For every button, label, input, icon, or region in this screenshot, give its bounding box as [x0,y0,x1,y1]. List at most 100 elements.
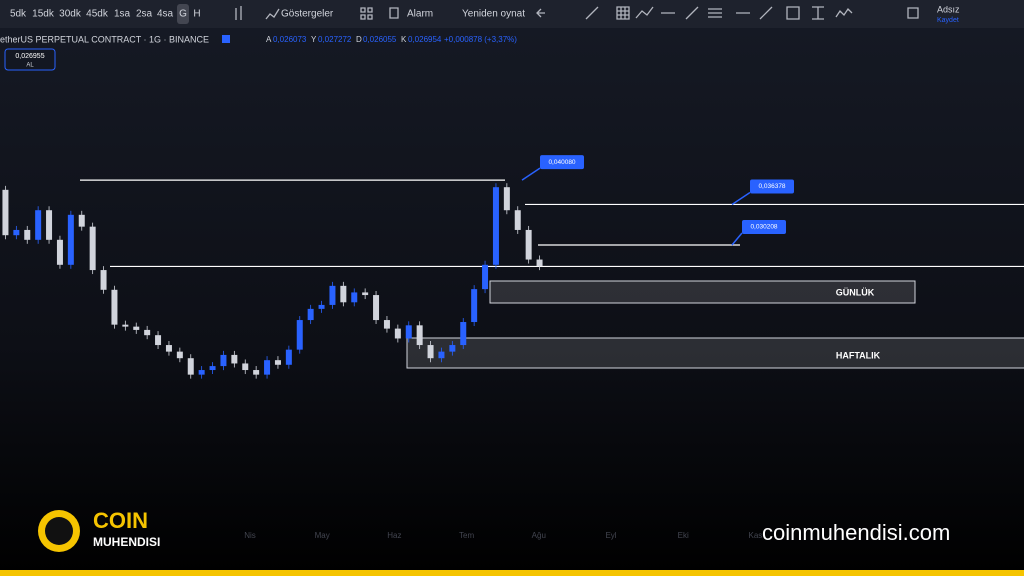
zone-label: GÜNLÜK [836,287,875,297]
x-axis-label: Haz [387,531,401,540]
brand: COIN MUHENDISI coinmuhendisi.com [38,508,950,552]
ohlc-key: A [266,35,272,44]
candle [514,210,521,230]
candle [89,226,96,271]
candle [438,351,445,359]
ohlc-value: 0,027272 [318,35,352,44]
candle [209,366,216,371]
symbol-title: etherUS PERPETUAL CONTRACT · 1G · BINANC… [0,34,209,44]
toolbar [0,0,1024,28]
candle [176,351,183,359]
level-box [750,179,794,194]
interval-button[interactable]: 5dk [10,9,27,20]
candle [340,285,347,303]
layout-name[interactable]: Adsız [937,4,960,14]
candle [2,189,9,236]
ohlc-key: Y [311,35,317,44]
candle [427,345,434,359]
candle [253,370,260,375]
replay-button[interactable]: Yeniden oynat [462,9,525,20]
candle [362,292,369,296]
interval-button[interactable]: H [193,9,200,20]
candle [111,289,118,325]
candle [274,360,281,365]
candle [144,329,151,336]
x-axis-label: Nis [244,531,256,540]
ohlc-value: 0,026073 [273,35,307,44]
candle [492,187,499,265]
x-axis-label: Tem [459,531,474,540]
candle [383,320,390,329]
zone-label: HAFTALIK [836,350,881,360]
drawing-tools[interactable] [235,6,919,20]
indicators-button[interactable]: Göstergeler [281,9,334,20]
candle [394,328,401,339]
level-label: 0,036378 [758,183,785,190]
alarm-button[interactable]: Alarm [407,9,433,20]
site-url: coinmuhendisi.com [762,520,950,545]
candle [351,292,358,303]
candle [46,210,53,240]
candle [307,308,314,321]
candle [35,210,42,240]
logo-inner [45,517,73,545]
interval-button[interactable]: 30dk [59,9,82,20]
x-axis-label: Eki [678,531,689,540]
candle [405,325,412,339]
candle [13,229,20,236]
candle [285,349,292,365]
candle [449,345,456,352]
candle [78,214,85,227]
save-button[interactable]: Kaydet [937,17,959,24]
current-price-label: 0,026955 [15,53,44,60]
ohlc-key: K [401,35,407,44]
callout-line [731,191,751,206]
candle [56,239,63,265]
candle [24,229,31,240]
candle [165,345,172,352]
bottom-bar [0,570,1024,576]
current-price-note: AL [26,63,34,69]
candle [133,326,140,330]
candle [503,187,510,211]
interval-button[interactable]: G [179,9,187,20]
ohlc-change: +0,000878 (+3,37%) [444,35,517,44]
candle [155,335,162,346]
brand-sub: MUHENDISI [93,535,160,549]
active-interval [177,4,189,24]
current-price-box [4,48,56,71]
interval-button[interactable]: 4sa [157,9,174,20]
interval-button[interactable]: 1sa [114,9,131,20]
interval-button[interactable]: 15dk [32,9,55,20]
level-box [540,155,584,170]
ohlc-value: 0,026954 [408,35,442,44]
candle [198,370,205,375]
level-label: 0,040080 [548,159,575,166]
candle [187,358,194,375]
zone [489,280,916,304]
candle [525,229,532,260]
interval-button[interactable]: 45dk [86,9,109,20]
candle [100,270,107,290]
candle [460,322,467,346]
x-axis-label: Ağu [532,531,546,540]
callout-line [521,167,541,181]
ohlc-key: D [356,35,362,44]
candle [373,295,380,321]
candle [296,320,303,350]
level-label: 0,030208 [750,224,777,231]
callout-line [731,232,743,246]
interval-button[interactable]: 2sa [136,9,153,20]
candle [122,324,129,327]
ohlc-value: 0,026055 [363,35,397,44]
x-axis-label: Kas [749,531,763,540]
candle [220,354,227,367]
candle [482,264,489,290]
level-box [742,220,786,235]
candle [231,354,238,364]
x-axis-label: Eyl [605,531,616,540]
brand-name: COIN [93,508,148,533]
candle [318,304,325,309]
